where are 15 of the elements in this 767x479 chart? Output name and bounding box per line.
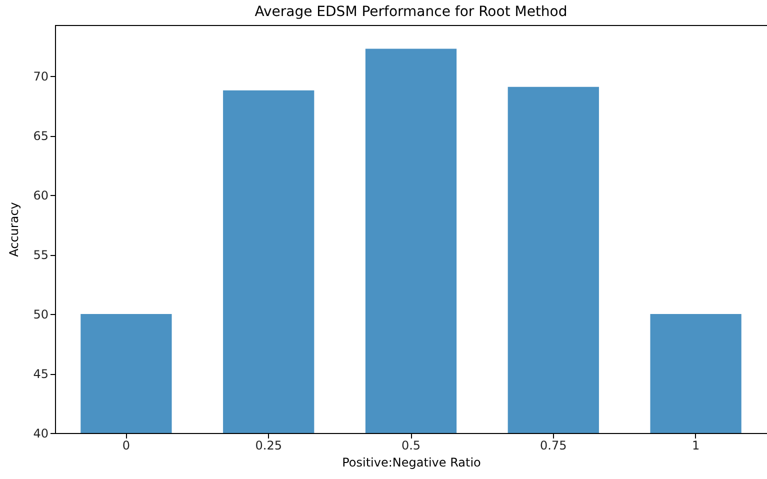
x-tick-label: 0.5 [401, 438, 421, 452]
chart-title: Average EDSM Performance for Root Method [254, 4, 568, 20]
y-tick-label: 50 [33, 308, 48, 322]
x-tick-label: 0.25 [255, 438, 282, 452]
x-tick-label: 1 [692, 438, 700, 452]
x-axis-title: Positive:Negative Ratio [342, 456, 481, 470]
x-tick-label: 0 [122, 438, 130, 452]
y-tick-label: 60 [33, 188, 48, 203]
y-tick-label: 55 [33, 248, 48, 262]
y-tick-label: 40 [33, 426, 48, 440]
y-axis-title: Accuracy [7, 202, 22, 257]
y-tick-label: 65 [33, 129, 48, 144]
y-tick-label: 45 [33, 367, 48, 382]
y-tick-label: 70 [33, 70, 48, 84]
x-tick-label: 0.75 [540, 438, 567, 452]
